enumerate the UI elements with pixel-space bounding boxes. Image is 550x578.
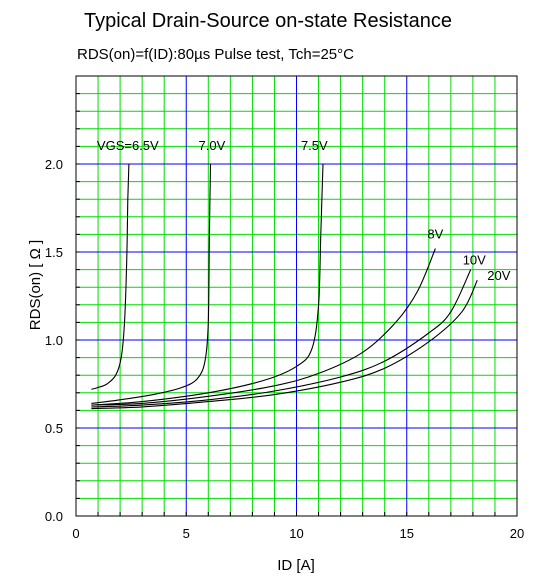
- y-axis-label: RDS(on) [ Ω ]: [27, 240, 44, 330]
- series-label: 20V: [487, 268, 510, 283]
- y-tick-label: 0.0: [45, 509, 63, 524]
- series-label: 7.5V: [301, 138, 328, 153]
- chart-subtitle: RDS(on)=f(ID):80µs Pulse test, Tch=25°C: [77, 46, 354, 63]
- series-label: 8V: [427, 226, 443, 241]
- series-label: 10V: [463, 253, 486, 268]
- x-tick-label: 10: [289, 526, 303, 541]
- x-tick-label: 15: [400, 526, 414, 541]
- x-tick-label: 0: [72, 526, 79, 541]
- y-tick-label: 2.0: [45, 157, 63, 172]
- chart-title: Typical Drain-Source on-state Resistance: [84, 10, 452, 32]
- series-line: [91, 248, 436, 406]
- curves: [91, 163, 478, 410]
- series-line: [91, 269, 472, 408]
- series-line: [91, 163, 324, 406]
- y-tick-label: 1.0: [45, 333, 63, 348]
- y-tick-label: 1.5: [45, 245, 63, 260]
- series-line: [91, 279, 478, 410]
- x-tick-label: 20: [510, 526, 524, 541]
- tick-labels: 0 5 10 15 20 0.0 0.5 1.0 1.5 2.0: [45, 157, 524, 541]
- series-line: [91, 163, 212, 404]
- series-label: VGS=6.5V: [97, 138, 159, 153]
- y-tick-label: 0.5: [45, 421, 63, 436]
- series-line: [91, 163, 130, 390]
- x-tick-label: 5: [183, 526, 190, 541]
- series-label: 7.0V: [199, 138, 226, 153]
- x-axis-label: ID [A]: [277, 557, 315, 574]
- grid: [75, 75, 518, 517]
